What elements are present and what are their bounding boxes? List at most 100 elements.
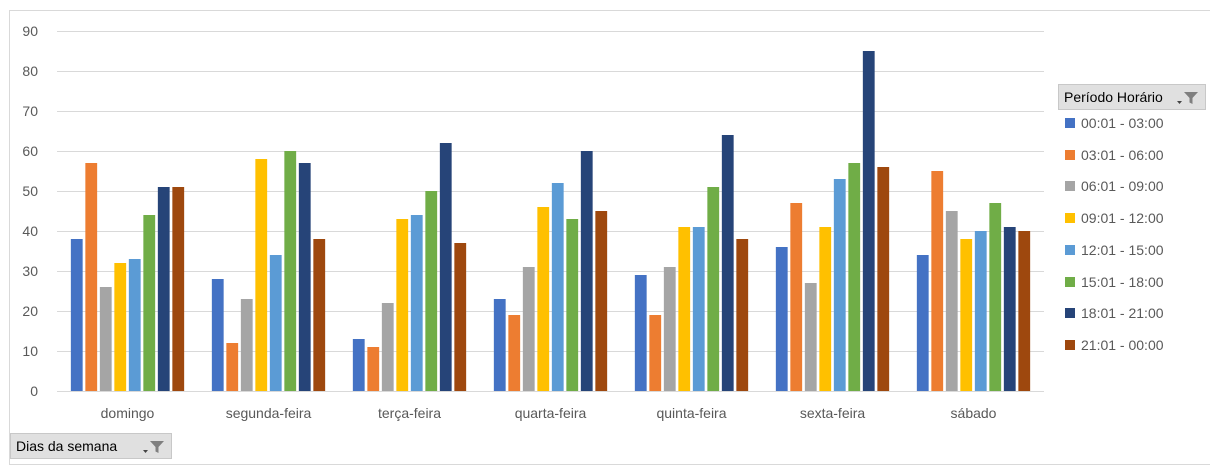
x-tick-label: sexta-feira [800,405,866,421]
legend-swatch [1065,181,1075,192]
y-tick-label: 50 [22,183,38,199]
legend-swatch [1065,308,1075,319]
y-tick-label: 40 [22,223,38,239]
legend-label: 21:01 - 00:00 [1081,336,1164,353]
bar [313,239,326,391]
bar [663,267,676,391]
legend-label: 12:01 - 15:00 [1081,241,1164,258]
x-tick-label: quarta-feira [515,405,587,421]
bar [551,183,564,391]
legend-swatch [1065,244,1075,255]
bar [1018,231,1031,391]
y-tick-label: 70 [22,103,38,119]
bar [255,159,268,391]
bar [707,187,720,391]
y-tick-label: 10 [22,343,38,359]
legend-item: 12:01 - 15:00 [1058,241,1164,259]
bar [945,211,958,391]
bar [848,163,861,391]
bar [439,143,452,391]
bar [1003,227,1016,391]
legend-field-filter-button[interactable]: Período Horário [1058,84,1206,110]
legend-swatch [1065,149,1075,160]
bar [99,287,112,391]
y-tick-label: 0 [30,383,38,399]
legend-item: 03:01 - 06:00 [1058,146,1164,164]
legend-item: 09:01 - 12:00 [1058,209,1164,227]
bar [595,211,608,391]
bar [352,339,365,391]
bar [960,239,973,391]
legend-title: Período Horário [1064,89,1163,105]
x-tick-label: terça-feira [378,405,441,421]
bar [877,167,890,391]
chart-frame [9,10,1210,465]
bar [493,299,506,391]
bar [974,231,987,391]
bar [931,171,944,391]
bar [143,215,156,391]
legend-swatch [1065,276,1075,287]
x-tick-label: quinta-feira [656,405,726,421]
bar [537,207,550,391]
legend-label: 06:01 - 09:00 [1081,178,1164,195]
bar [736,239,749,391]
bar [833,179,846,391]
legend-item: 15:01 - 18:00 [1058,273,1164,291]
filter-icon [143,441,164,453]
legend-item: 06:01 - 09:00 [1058,177,1164,195]
y-tick-label: 30 [22,263,38,279]
y-tick-label: 90 [22,23,38,39]
legend-label: 18:01 - 21:00 [1081,305,1164,322]
y-tick-label: 60 [22,143,38,159]
legend-swatch [1065,213,1075,224]
x-tick-label: segunda-feira [226,405,312,421]
bar [804,283,817,391]
bar [410,215,423,391]
bar [367,347,380,391]
legend-label: 00:01 - 03:00 [1081,115,1164,131]
bar [425,191,438,391]
bar [634,275,647,391]
y-tick-label: 20 [22,303,38,319]
bar [862,51,875,391]
bar [396,219,409,391]
bar [269,255,282,391]
bar [819,227,832,391]
bar [128,259,141,391]
y-tick-label: 80 [22,63,38,79]
bar [508,315,521,391]
bar [226,343,239,391]
bar [916,255,929,391]
bar [775,247,788,391]
bar [85,163,98,391]
bar [284,151,297,391]
axis-field-filter-button[interactable]: Dias da semana [10,433,172,459]
legend-item: 00:01 - 03:00 [1058,114,1164,132]
bar [454,243,467,391]
bar [649,315,662,391]
axis-field-label: Dias da semana [16,438,118,454]
bar [381,303,394,391]
bar [240,299,253,391]
bar [566,219,579,391]
legend-swatch [1065,339,1075,350]
bar [721,135,734,391]
legend-item: 18:01 - 21:00 [1058,304,1164,322]
bar [580,151,593,391]
bar [678,227,691,391]
legend-label: 09:01 - 12:00 [1081,210,1164,227]
filter-icon [1177,92,1198,104]
legend-label: 03:01 - 06:00 [1081,146,1164,163]
bar [298,163,311,391]
bar [522,267,535,391]
x-tick-label: sábado [951,405,997,421]
bar [989,203,1002,391]
x-tick-label: domingo [101,405,155,421]
legend-label: 15:01 - 18:00 [1081,273,1164,290]
bar [114,263,127,391]
bar [692,227,705,391]
legend-swatch [1065,118,1075,128]
